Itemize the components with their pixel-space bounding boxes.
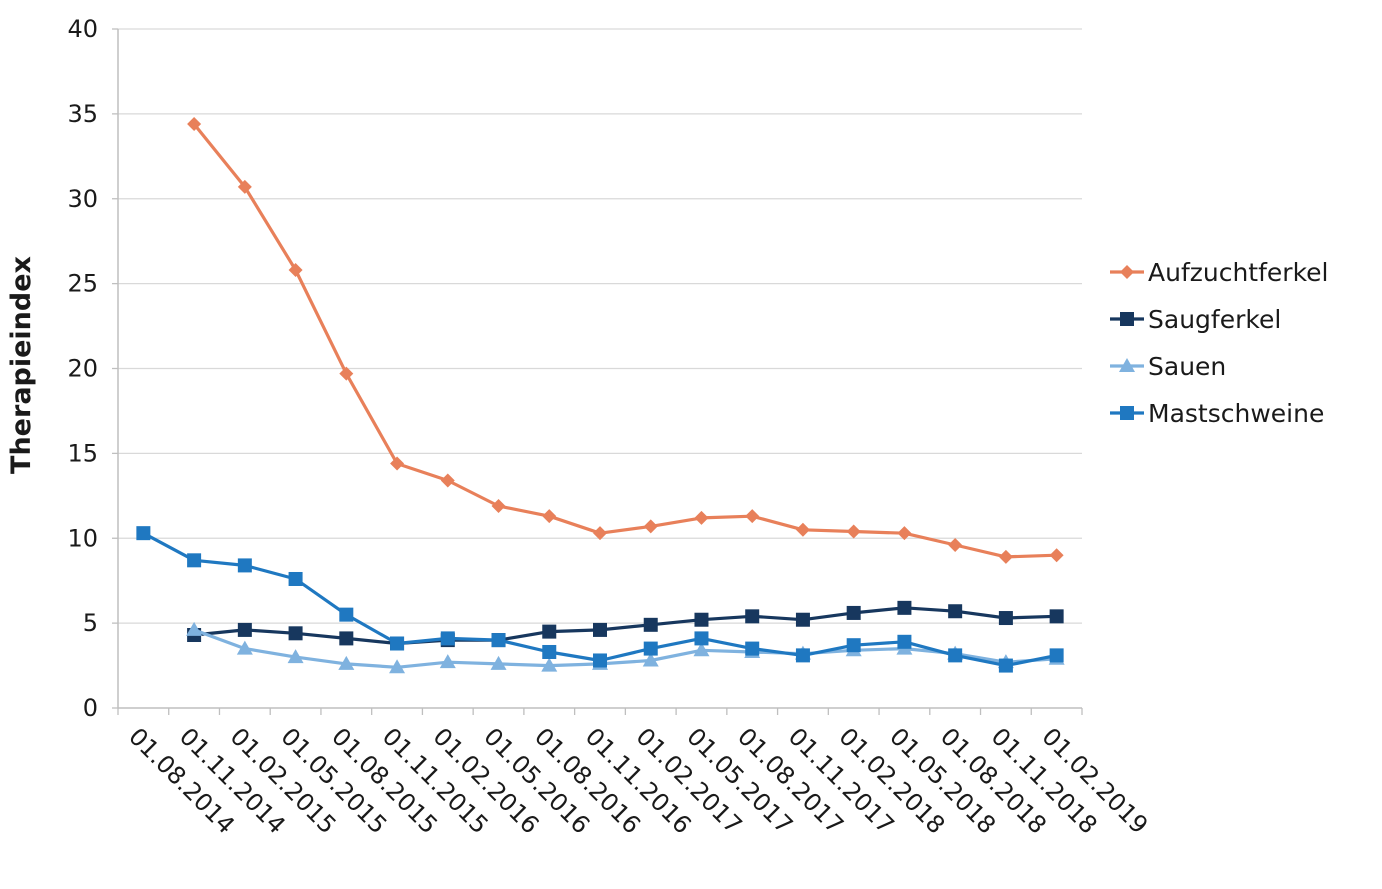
data-point — [593, 622, 607, 637]
data-point — [643, 519, 658, 534]
x-axis-ticks: 01.08.201401.11.201401.02.201501.05.2015… — [123, 722, 1153, 839]
data-point — [440, 473, 455, 488]
data-point — [339, 631, 354, 646]
data-point — [948, 604, 963, 619]
y-axis-ticks: 0 5 10 15 20 25 30 35 40 — [67, 15, 98, 722]
legend-item: Sauen — [1110, 352, 1226, 381]
data-point — [389, 659, 406, 674]
data-point — [1049, 548, 1064, 563]
data-point — [642, 652, 659, 667]
data-point — [187, 553, 202, 568]
data-point — [491, 633, 506, 648]
data-point — [390, 636, 405, 651]
data-point — [795, 612, 810, 627]
data-point — [694, 612, 709, 627]
series-line — [192, 122, 1059, 559]
data-point — [846, 605, 861, 620]
legend-item: Saugferkel — [1110, 305, 1281, 334]
legend-label: Mastschweine — [1148, 399, 1324, 428]
legend-item: Aufzuchtferkel — [1110, 258, 1328, 287]
y-tick-label: 0 — [83, 694, 98, 722]
data-point — [846, 638, 861, 653]
data-point — [593, 653, 607, 668]
data-point — [846, 524, 861, 539]
data-point — [897, 600, 912, 615]
data-point — [1049, 609, 1064, 624]
data-point — [795, 522, 810, 537]
data-point — [795, 648, 810, 663]
data-point — [491, 498, 506, 513]
data-point — [593, 526, 607, 541]
y-tick-label: 5 — [83, 609, 98, 637]
data-point — [288, 626, 303, 641]
data-point — [948, 538, 963, 553]
data-point — [694, 510, 709, 525]
legend-marker — [1120, 312, 1134, 326]
data-point — [643, 641, 658, 656]
data-point — [541, 657, 558, 672]
data-point — [542, 509, 557, 524]
y-tick-label: 15 — [67, 439, 98, 467]
data-point — [897, 526, 912, 541]
axes — [112, 28, 1083, 715]
data-point — [490, 655, 507, 670]
data-point — [745, 609, 760, 624]
data-point — [542, 644, 557, 659]
data-point — [390, 456, 405, 471]
data-point — [237, 558, 252, 573]
y-tick-label: 40 — [67, 15, 98, 43]
y-tick-label: 25 — [67, 270, 98, 298]
legend-item: Mastschweine — [1110, 399, 1324, 428]
data-point — [236, 640, 253, 655]
data-point — [186, 621, 203, 636]
data-point — [643, 617, 658, 632]
series-line — [192, 606, 1059, 646]
series-line — [141, 531, 1059, 668]
legend-label: Saugferkel — [1148, 305, 1281, 334]
data-point — [998, 658, 1013, 673]
data-point — [237, 179, 252, 194]
data-point — [136, 526, 151, 541]
series-aufzuchtferkel — [187, 117, 1064, 564]
data-point — [187, 117, 202, 132]
data-point — [287, 649, 304, 664]
legend-label: Sauen — [1148, 352, 1226, 381]
data-point — [439, 654, 456, 669]
legend-label: Aufzuchtferkel — [1148, 258, 1328, 287]
legend-marker — [1120, 265, 1134, 279]
data-point — [897, 634, 912, 649]
series — [136, 117, 1065, 674]
data-point — [998, 549, 1013, 564]
data-point — [237, 622, 252, 637]
data-point — [542, 624, 557, 639]
legend-marker — [1120, 406, 1134, 420]
data-point — [339, 607, 354, 622]
data-point — [339, 366, 354, 381]
data-point — [1049, 648, 1064, 663]
y-tick-label: 20 — [67, 355, 98, 383]
series-mastschweine — [136, 526, 1064, 673]
data-point — [745, 641, 760, 656]
y-tick-label: 35 — [67, 100, 98, 128]
series-line — [192, 628, 1059, 669]
data-point — [998, 611, 1013, 626]
series-sauen — [186, 621, 1065, 674]
data-point — [745, 509, 760, 524]
data-point — [694, 631, 709, 646]
y-axis-label: Therapieindex — [6, 256, 37, 474]
data-point — [440, 631, 455, 646]
data-point — [288, 571, 303, 586]
data-point — [948, 648, 963, 663]
series-saugferkel — [187, 600, 1064, 651]
gridlines — [118, 28, 1082, 624]
data-point — [693, 642, 710, 657]
legend-marker — [1119, 358, 1135, 372]
legend: Aufzuchtferkel Saugferkel Sauen Mastschwein… — [1110, 258, 1328, 428]
y-tick-label: 10 — [67, 524, 98, 552]
y-tick-label: 30 — [67, 185, 98, 213]
data-point — [338, 655, 355, 670]
data-point — [288, 263, 303, 278]
